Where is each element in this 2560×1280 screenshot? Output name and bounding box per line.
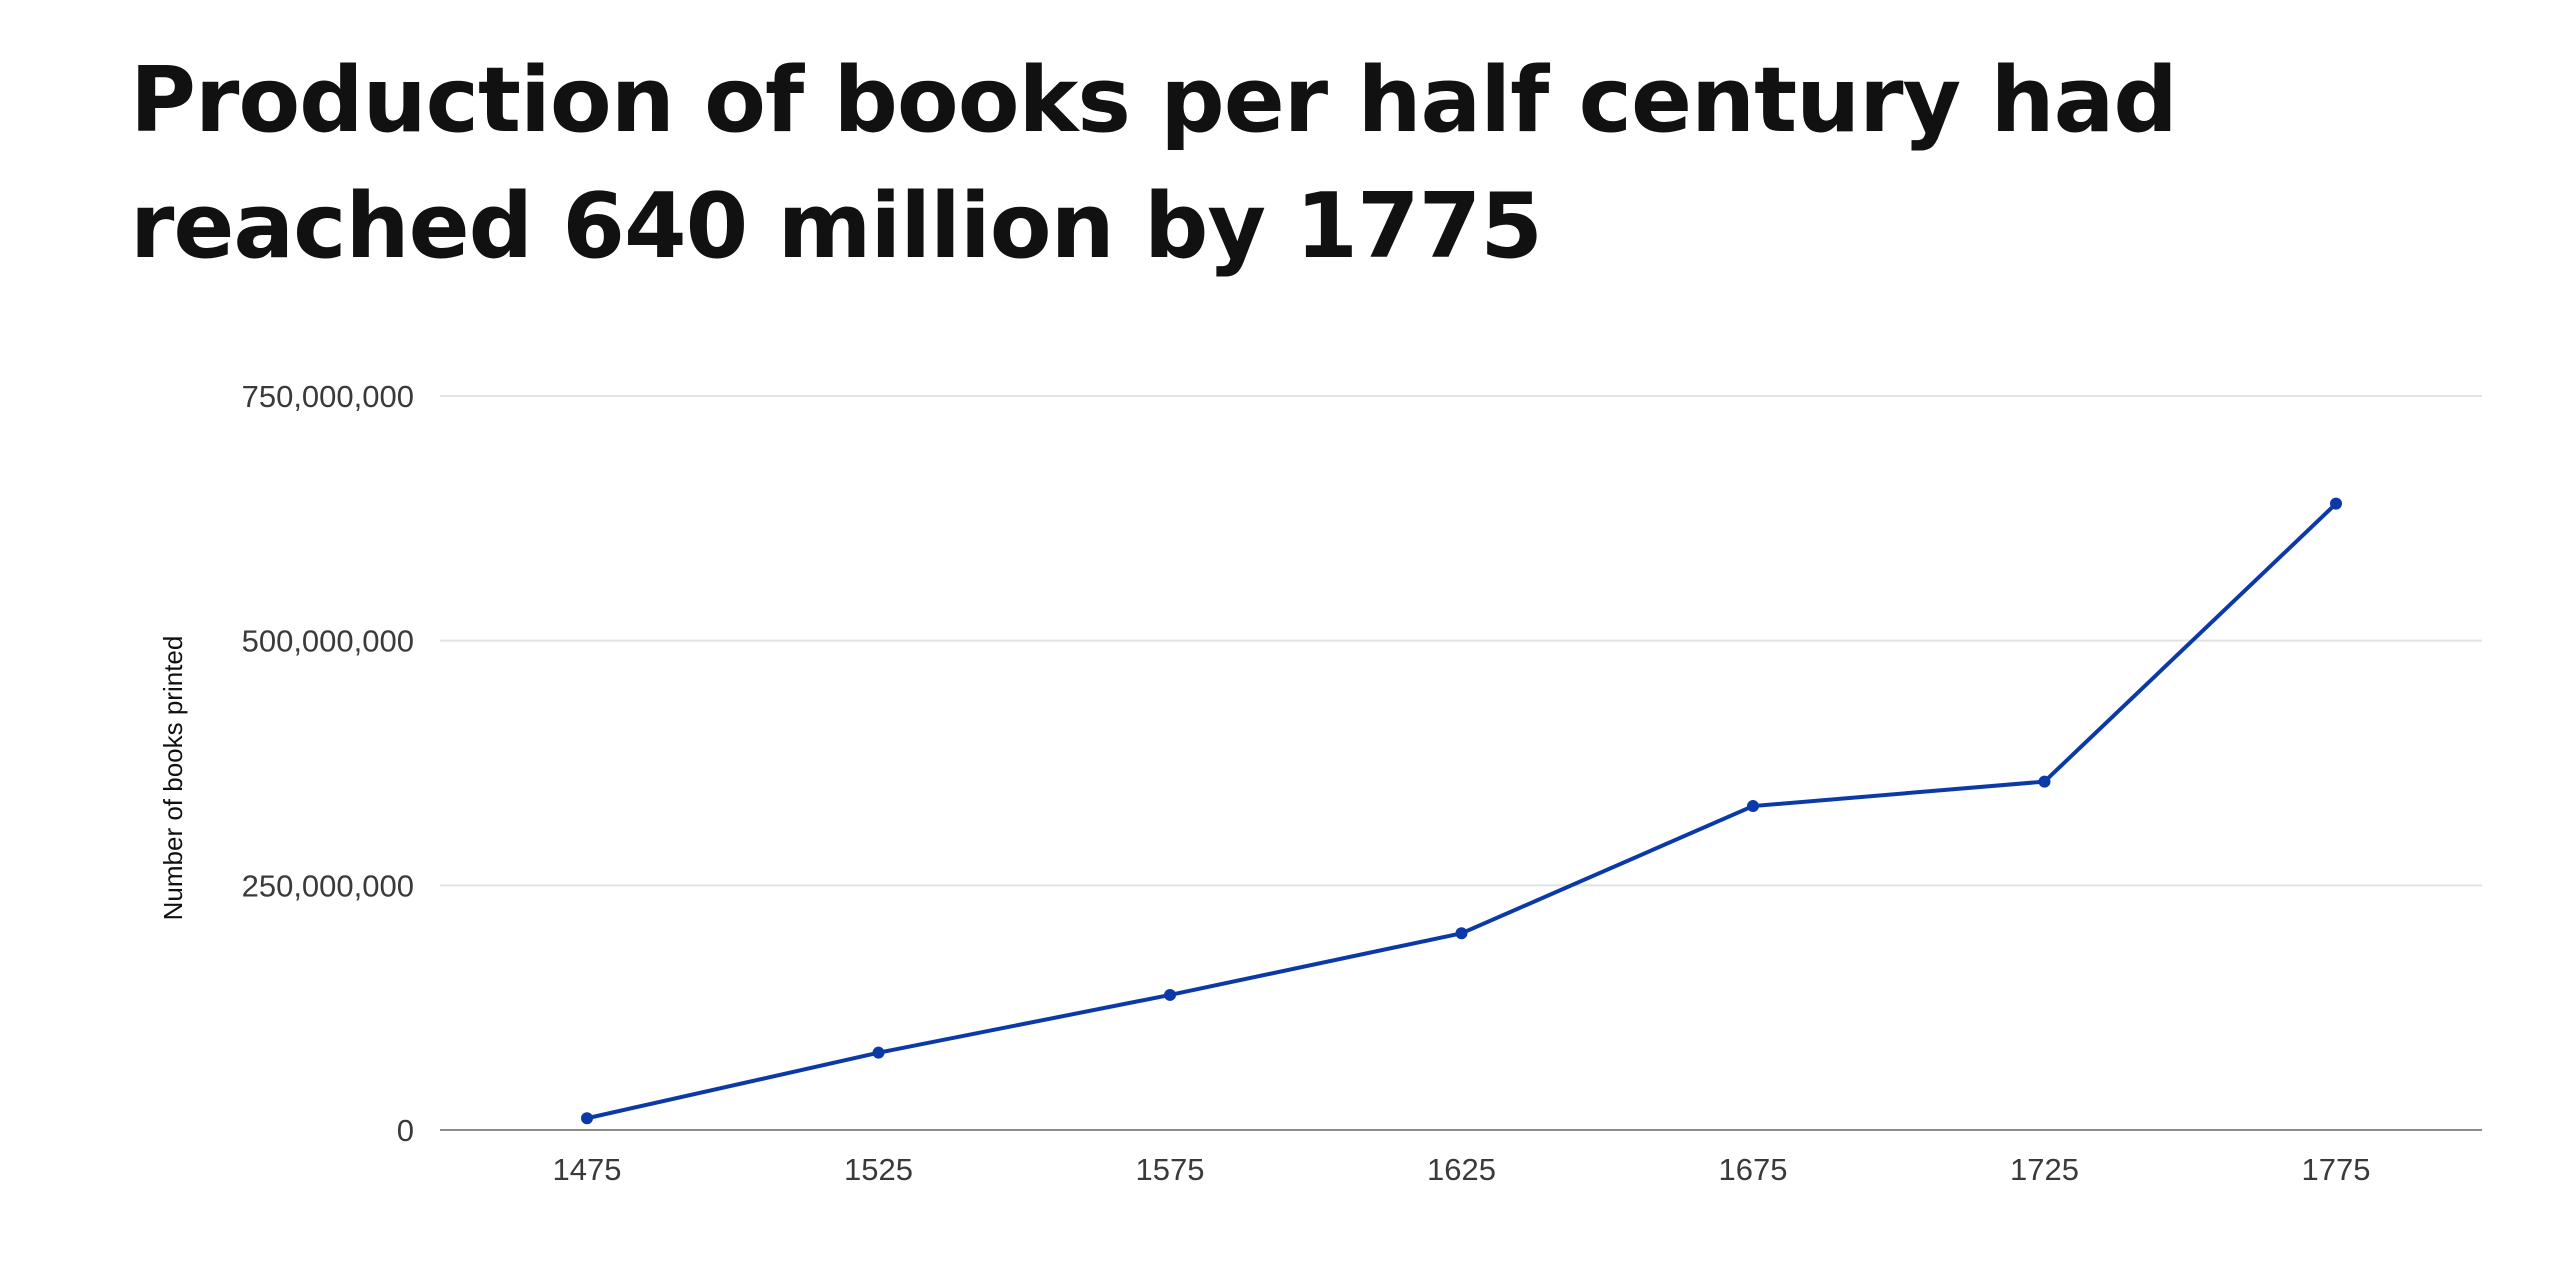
chart-title: Production of books per half century had… xyxy=(130,48,2178,279)
x-tick-label: 1525 xyxy=(844,1152,913,1187)
y-tick-label: 0 xyxy=(397,1113,414,1148)
y-axis-title: Number of books printed xyxy=(158,636,188,921)
data-point xyxy=(1747,800,1759,813)
data-point xyxy=(1455,927,1468,940)
x-tick-label: 1575 xyxy=(1136,1152,1205,1187)
x-tick-labels: 1475 1525 1575 1625 1675 1725 1775 xyxy=(553,1152,2371,1187)
data-points xyxy=(581,497,2342,1125)
data-point xyxy=(2330,497,2342,510)
data-point xyxy=(872,1046,885,1059)
series-line xyxy=(586,502,2338,1121)
y-tick-label: 500,000,000 xyxy=(242,624,414,659)
data-point xyxy=(1164,988,1176,1001)
x-tick-label: 1725 xyxy=(2010,1152,2079,1187)
x-tick-label: 1625 xyxy=(1427,1152,1496,1187)
y-tick-label: 750,000,000 xyxy=(242,379,414,414)
data-point xyxy=(581,1112,593,1125)
x-tick-label: 1775 xyxy=(2302,1152,2371,1187)
y-tick-label: 250,000,000 xyxy=(242,868,414,903)
x-tick-label: 1675 xyxy=(1719,1152,1788,1187)
x-tick-label: 1475 xyxy=(553,1152,622,1187)
y-tick-labels: 0 250,000,000 500,000,000 750,000,000 xyxy=(242,379,414,1148)
data-point xyxy=(2038,775,2051,788)
gridlines xyxy=(440,395,2482,887)
